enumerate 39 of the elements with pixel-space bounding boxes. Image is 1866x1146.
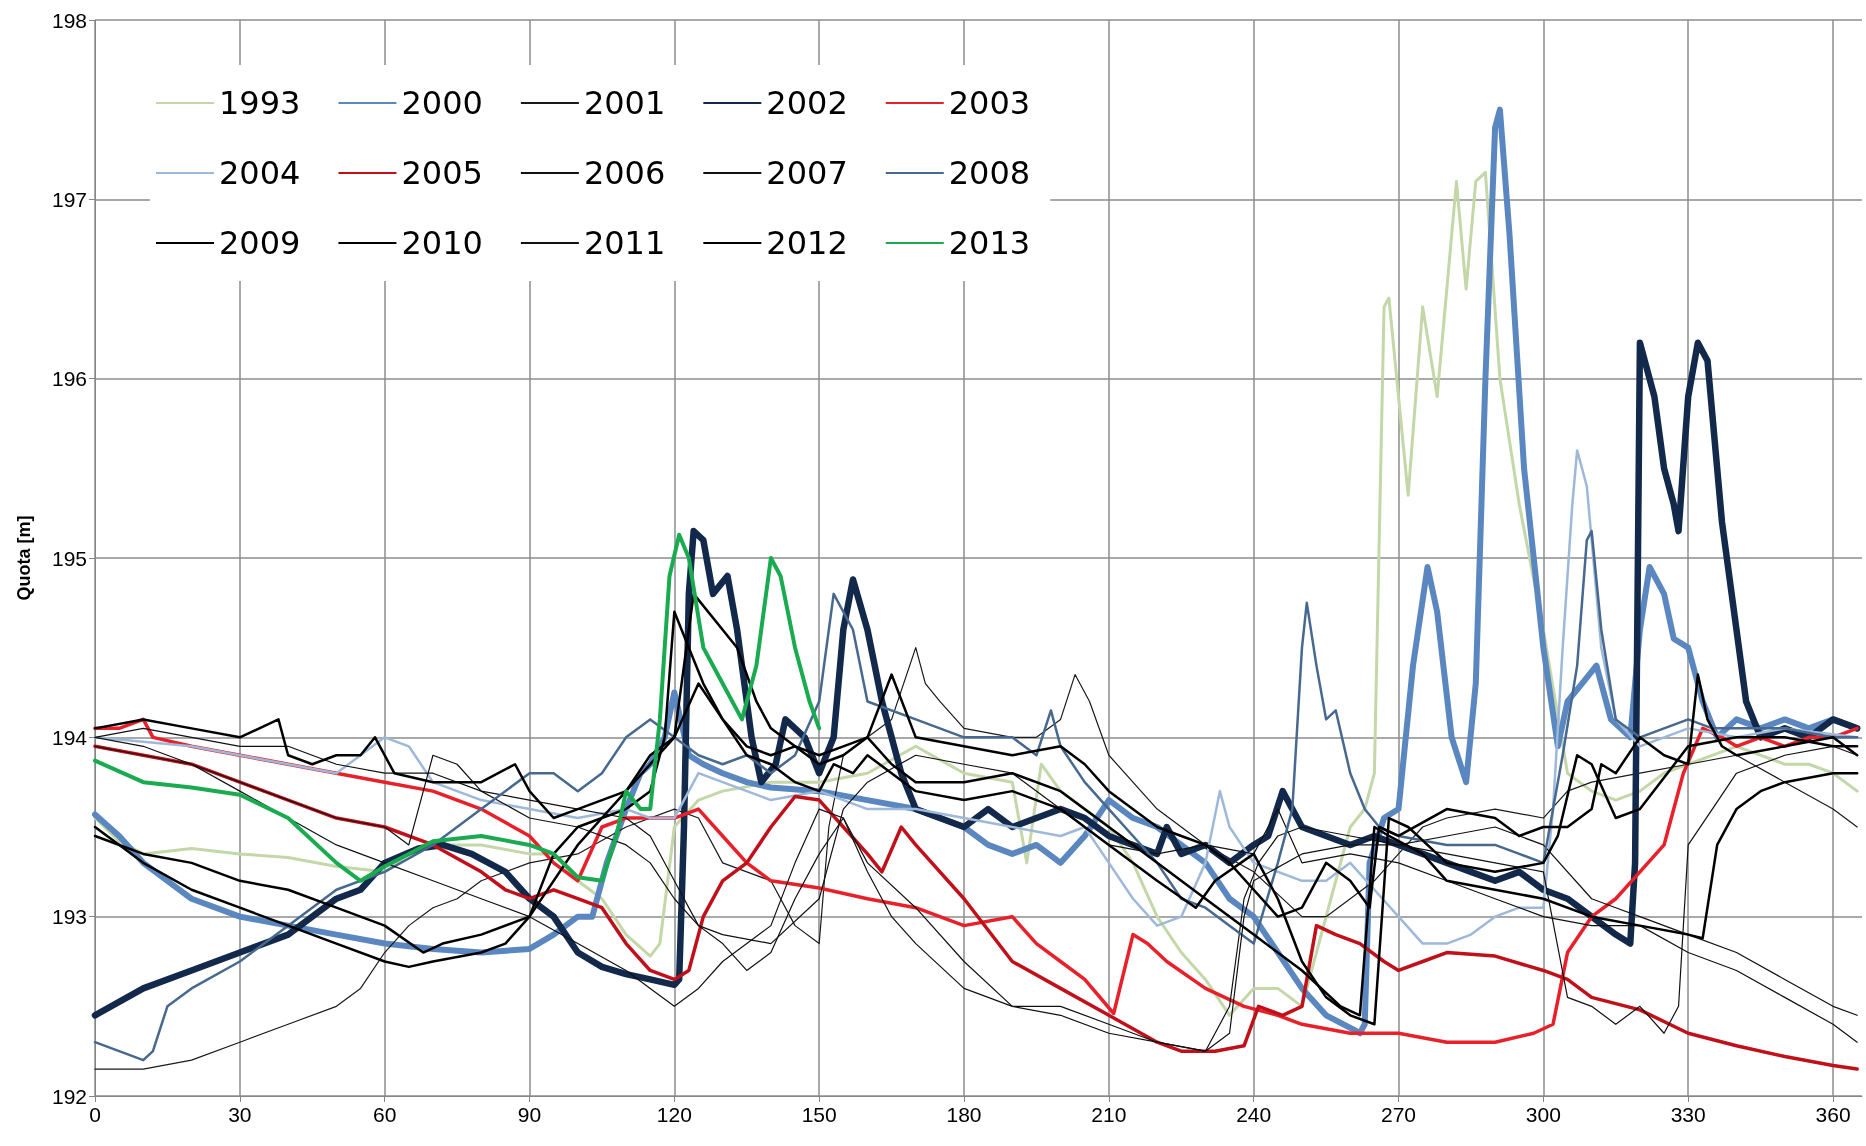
x-tick-label: 120 [656,1103,692,1126]
x-tick-label: 330 [1670,1103,1706,1126]
y-tick-label: 198 [51,8,87,32]
y-tick-label: 193 [51,905,87,929]
x-tick-label: 180 [946,1103,982,1126]
legend-label: 2000 [401,84,483,122]
legend-label: 2006 [583,154,666,192]
x-tick-label: 270 [1381,1103,1417,1126]
x-tick-label: 60 [372,1103,397,1126]
y-tick-label: 192 [51,1084,87,1108]
x-tick-label: 90 [517,1103,542,1126]
line-series [93,529,1859,1062]
y-tick-label: 197 [51,187,87,211]
legend-label: 2003 [948,84,1031,122]
x-tick-label: 360 [1815,1103,1851,1126]
x-tick-label: 300 [1525,1103,1561,1126]
line-series [94,647,1858,1070]
legend-label: 2004 [219,154,301,192]
y-tick-label: 196 [51,367,87,391]
y-tick-label: 195 [51,546,87,570]
legend-label: 2002 [766,84,848,122]
x-tick-label: 240 [1236,1103,1272,1126]
legend-label: 2007 [766,154,848,192]
legend-label: 2013 [948,224,1031,262]
legend-label: 2001 [583,84,666,122]
legend-label: 2012 [766,224,848,262]
x-tick-label: 30 [228,1103,252,1126]
legend-label: 2011 [583,224,666,262]
legend-label: 2005 [401,154,483,192]
x-tick-label: 150 [801,1103,837,1126]
legend-label: 2010 [401,224,483,262]
x-tick-label: 0 [89,1103,101,1126]
legend-label: 2009 [219,224,301,262]
y-axis-title: Quota [m] [14,515,34,601]
legend-label: 2008 [948,154,1031,192]
x-tick-label: 210 [1091,1103,1127,1126]
y-tick-label: 194 [51,725,88,749]
line-series [93,532,822,883]
legend-label: 1993 [219,84,301,122]
